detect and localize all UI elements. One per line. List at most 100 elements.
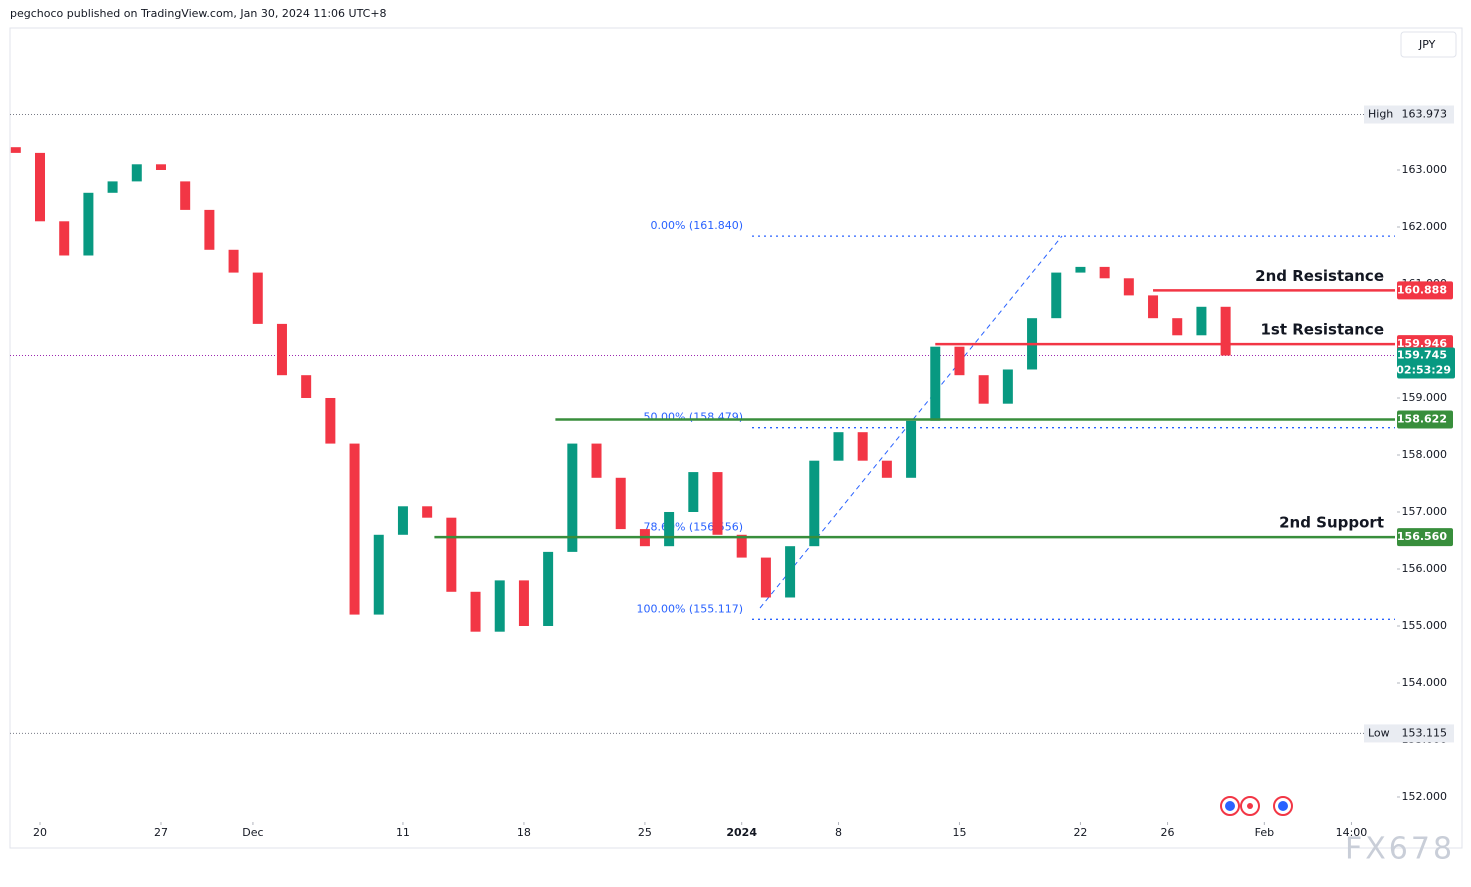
y-tick-label: 163.000: [1402, 163, 1448, 176]
candle-body: [325, 397, 336, 444]
x-tick-label: Feb: [1255, 826, 1274, 839]
candle-body: [422, 506, 433, 518]
y-tick-label: 155.000: [1402, 619, 1448, 632]
candle-body: [155, 164, 166, 170]
candle-body: [809, 460, 820, 547]
candle-body: [760, 557, 771, 598]
candle-body: [1123, 278, 1134, 296]
candle-body: [1075, 266, 1086, 273]
candle-body: [228, 249, 239, 273]
last-price-box: [1397, 347, 1455, 379]
fib-label: 78.60% (156.556): [643, 520, 743, 533]
candle-body: [543, 551, 554, 626]
level-value: 156.560: [1397, 530, 1447, 543]
currency[interactable]: JPY: [1418, 38, 1436, 51]
level-label: 2nd Resistance: [1255, 267, 1384, 285]
x-tick-label: 2024: [726, 826, 757, 839]
y-tick-label: 152.000: [1402, 790, 1448, 803]
candle-body: [1099, 266, 1110, 279]
candle-body: [35, 152, 46, 222]
fib-label: 0.00% (161.840): [650, 219, 743, 232]
x-tick-label: 25: [638, 826, 652, 839]
candle-body: [59, 221, 70, 256]
low-box: [1364, 724, 1454, 743]
level-box: [1397, 410, 1453, 429]
x-tick-label: 15: [952, 826, 966, 839]
x-tick-label: Dec: [242, 826, 263, 839]
candle-body: [301, 375, 312, 398]
candle-body: [736, 534, 747, 558]
candle-body: [930, 346, 941, 421]
currency-box[interactable]: [1400, 31, 1457, 58]
candle-body: [1051, 272, 1062, 319]
fib-label: 100.00% (155.117): [636, 602, 743, 615]
candle-body: [470, 591, 481, 632]
candle-body: [349, 443, 360, 615]
candle-body: [954, 346, 965, 376]
candle-body: [1220, 306, 1231, 356]
x-tick-label: 8: [835, 826, 842, 839]
high-label: High: [1368, 108, 1393, 121]
candle-body: [881, 460, 892, 478]
level-value: 160.888: [1397, 283, 1447, 296]
candle-body: [567, 443, 578, 552]
candle-body: [591, 443, 602, 478]
fib-label: 50.00% (158.479): [643, 411, 743, 424]
candle-body: [615, 477, 626, 530]
y-tick-label: 156.000: [1402, 562, 1448, 575]
level-value: 158.622: [1397, 413, 1447, 426]
low-value: 153.115: [1402, 726, 1448, 739]
x-tick-label: 14:00: [1336, 826, 1368, 839]
low-label: Low: [1368, 726, 1390, 739]
candle-body: [1196, 306, 1207, 336]
candle-body: [107, 181, 118, 193]
candle-body: [276, 323, 287, 376]
y-tick-label: 157.000: [1402, 505, 1448, 518]
candle-body: [10, 147, 21, 153]
candle-body: [204, 209, 215, 250]
last-price-countdown: 02:53:29: [1396, 364, 1451, 377]
x-tick-label: 22: [1073, 826, 1087, 839]
x-tick-label: 20: [33, 826, 47, 839]
candle-body: [252, 272, 263, 324]
y-tick-label: 158.000: [1402, 448, 1448, 461]
candle-body: [712, 472, 723, 535]
y-tick-label: 154.000: [1402, 676, 1448, 689]
chart-frame: [9, 27, 1463, 849]
candle-body: [906, 420, 917, 478]
high-value: 163.973: [1402, 108, 1448, 121]
candle-body: [397, 506, 408, 535]
y-tick-label: 159.000: [1402, 391, 1448, 404]
candle-body: [1172, 318, 1183, 336]
level-value: 159.946: [1397, 337, 1447, 350]
candle-body: [785, 546, 796, 598]
candle-body: [131, 164, 142, 182]
candle-body: [494, 580, 505, 632]
candle-body: [446, 517, 457, 592]
event-icons: [1220, 796, 1293, 816]
x-tick-label: 26: [1161, 826, 1175, 839]
last-price-value: 159.745: [1397, 349, 1447, 362]
high-box: [1364, 105, 1454, 124]
candle-body: [373, 534, 384, 615]
candle-body: [688, 472, 699, 512]
candle-body: [978, 375, 989, 404]
level-box: [1397, 281, 1453, 300]
candle-body: [664, 511, 675, 547]
x-tick-label: 27: [154, 826, 168, 839]
candle-body: [1148, 295, 1159, 319]
y-tick-label: 162.000: [1402, 220, 1448, 233]
candle-body: [857, 432, 868, 461]
level-label: 1st Resistance: [1260, 321, 1384, 339]
watermark: FX678: [1345, 832, 1455, 867]
x-tick-label: 18: [517, 826, 531, 839]
level-box: [1397, 528, 1453, 547]
candle-body: [518, 580, 529, 626]
candle-body: [833, 432, 844, 461]
candle-body: [83, 192, 94, 256]
level-label: 2nd Support: [1279, 514, 1384, 532]
fib-trend-line: [759, 235, 1063, 609]
candle-body: [1002, 369, 1013, 404]
candle-body: [180, 181, 191, 210]
